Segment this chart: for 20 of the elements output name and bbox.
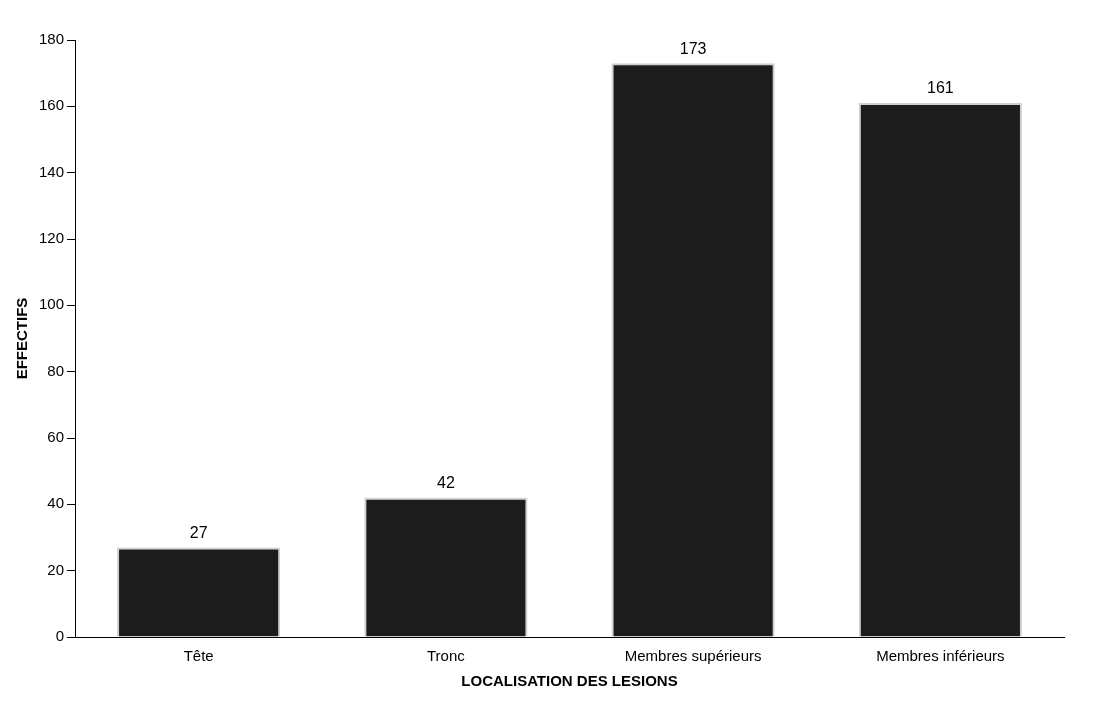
x-tick-label: Tronc <box>426 647 466 665</box>
y-tick-label: 60 <box>47 428 65 446</box>
y-tick-label: 160 <box>39 96 65 114</box>
data-label: 42 <box>436 474 455 492</box>
x-tick-label: Membres supérieurs <box>624 647 762 665</box>
y-tick-label: 140 <box>39 162 65 180</box>
y-tick-label: 180 <box>39 30 65 48</box>
y-axis-title: EFFECTIFS <box>13 297 31 380</box>
y-tick-label: 80 <box>47 361 65 379</box>
y-tick-label: 100 <box>39 295 65 313</box>
data-label: 27 <box>189 523 208 541</box>
x-axis-title: LOCALISATION DES LESIONS <box>461 672 678 690</box>
x-tick-label: Tête <box>183 647 214 665</box>
y-tick-label: 0 <box>55 627 65 645</box>
x-tick-label: Membres inférieurs <box>876 647 1005 665</box>
y-tick-label: 40 <box>47 494 65 512</box>
data-label: 161 <box>927 79 954 97</box>
data-label: 173 <box>679 39 707 57</box>
y-tick-label: 120 <box>39 229 65 247</box>
y-tick-label: 20 <box>47 560 65 578</box>
